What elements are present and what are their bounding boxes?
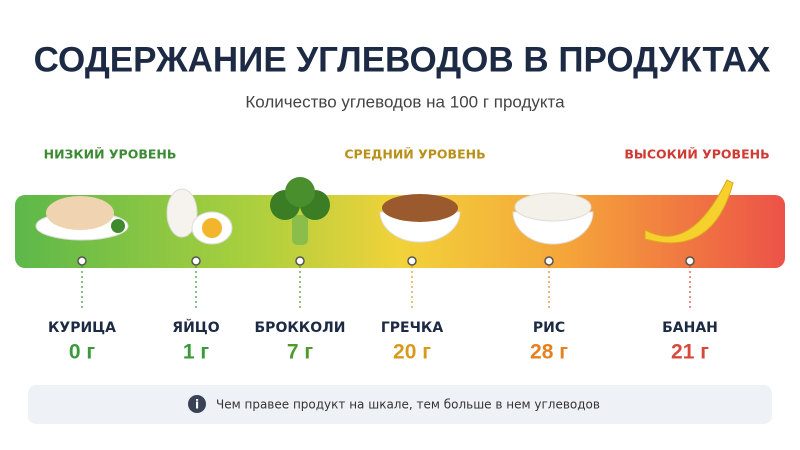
title: СОДЕРЖАНИЕ УГЛЕВОДОВ В ПРОДУКТАХ	[34, 40, 771, 79]
item-value: 7 г	[287, 341, 314, 364]
item-name: БАНАН	[662, 320, 718, 336]
subtitle: Количество углеводов на 100 г продукта	[245, 92, 565, 111]
item-value: 28 г	[530, 341, 568, 364]
scale-dot	[544, 256, 554, 266]
info-icon	[188, 395, 206, 413]
scale-dot	[407, 256, 417, 266]
scale-dot	[685, 256, 695, 266]
item-name: ГРЕЧКА	[381, 320, 444, 336]
item-name: КУРИЦА	[48, 320, 116, 336]
info-glyph: i	[195, 398, 199, 412]
item-value: 0 г	[69, 341, 96, 364]
chicken-icon	[35, 196, 129, 241]
level-low: НИЗКИЙ УРОВЕНЬ	[44, 147, 177, 162]
rice-icon	[512, 192, 594, 245]
item-value: 20 г	[393, 341, 431, 364]
level-mid: СРЕДНИЙ УРОВЕНЬ	[344, 147, 485, 162]
item-name: РИС	[533, 320, 565, 336]
egg-icon	[166, 188, 233, 245]
level-high: ВЫСОКИЙ УРОВЕНЬ	[624, 147, 769, 162]
item-value: 21 г	[671, 341, 709, 364]
note: Чем правее продукт на шкале, тем больше …	[216, 398, 600, 412]
item-name: ЯЙЦО	[172, 319, 219, 336]
banana-icon	[644, 179, 734, 244]
item-name: БРОККОЛИ	[255, 320, 346, 336]
broccoli-icon	[270, 177, 330, 245]
note-box	[28, 385, 772, 424]
item-value: 1 г	[183, 341, 210, 364]
scale-dot	[191, 256, 201, 266]
scale-dot	[295, 256, 305, 266]
buckwheat-icon	[379, 194, 461, 243]
scale-dot	[77, 256, 87, 266]
